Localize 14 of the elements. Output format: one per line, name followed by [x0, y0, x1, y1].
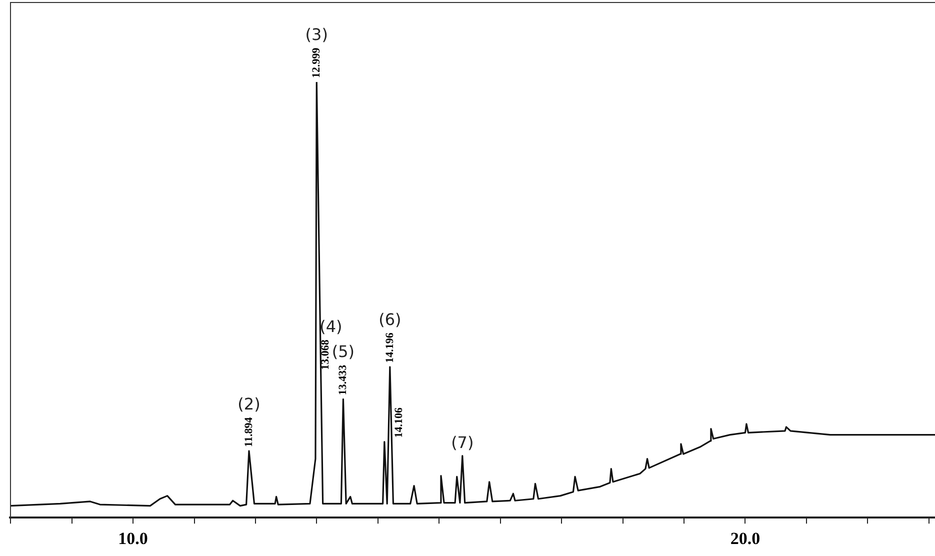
annotation: 14.106 [392, 407, 405, 438]
annotation: (6) [378, 310, 402, 329]
annotation: 11.894 [242, 416, 255, 447]
x-tick-label: 20.0 [730, 529, 760, 548]
annotation: (5) [332, 342, 355, 362]
x-tick-label: 10.0 [118, 529, 148, 548]
annotation: 14.196 [384, 332, 396, 363]
annotation: (4) [320, 316, 342, 336]
annotation: (2) [238, 394, 260, 414]
annotation: 12.999 [310, 47, 322, 78]
annotation: 13.068 [319, 339, 332, 370]
annotation: (3) [305, 24, 328, 44]
annotation: (7) [451, 432, 474, 452]
annotation: 13.433 [337, 364, 350, 396]
